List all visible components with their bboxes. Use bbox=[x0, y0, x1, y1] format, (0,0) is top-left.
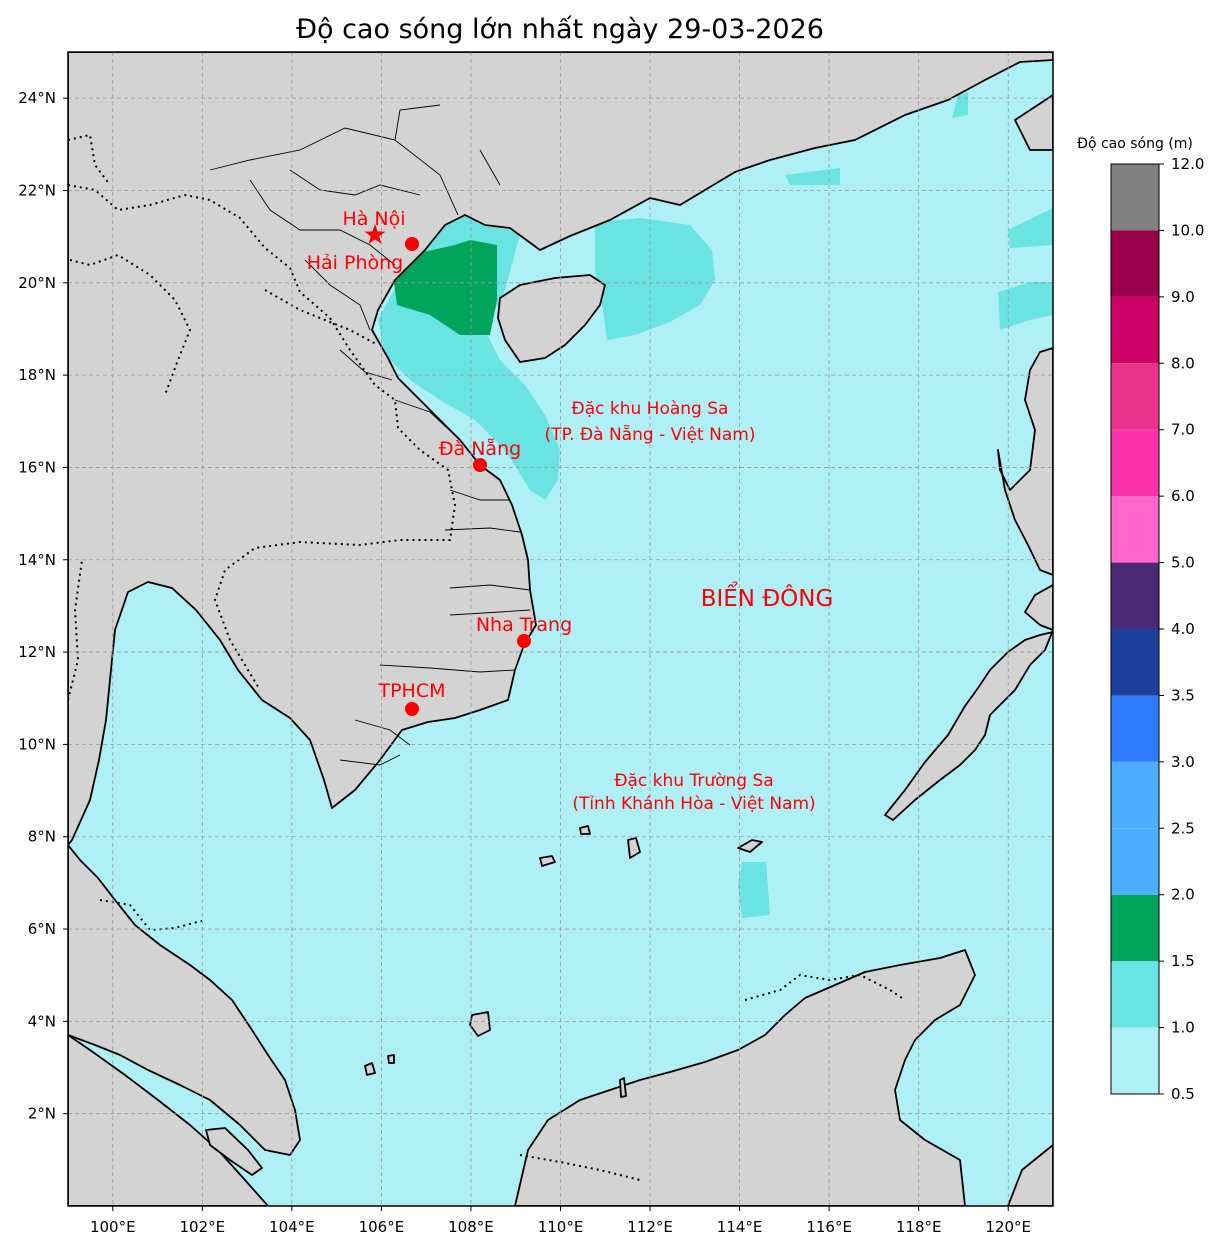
lon-tick-label: 110°E bbox=[538, 1218, 584, 1236]
lon-tick-label: 106°E bbox=[359, 1218, 405, 1236]
colorbar-tick-label: 1.0 bbox=[1171, 1019, 1195, 1037]
lon-tick-label: 116°E bbox=[806, 1218, 852, 1236]
colorbar-ticks: 0.5 1.0 1.5 2.0 2.5 3.0 3.5 4.0 5.0 6.0 7.0 8.0 9.0 1… bbox=[1159, 155, 1204, 1103]
lat-tick-label: 14°N bbox=[18, 551, 56, 569]
colorbar-tick-label: 3.0 bbox=[1171, 753, 1195, 771]
colorbar-tick-label: 0.5 bbox=[1171, 1085, 1195, 1103]
lat-tick-label: 10°N bbox=[18, 735, 56, 753]
capital-star-marker bbox=[364, 224, 386, 244]
lon-tick-label: 100°E bbox=[90, 1218, 136, 1236]
colorbar: Độ cao sóng (m) 0.5 1.0 1.5 2.0 2.5 3.0 3.5 4.0… bbox=[1077, 136, 1204, 1103]
colorbar-tick-label: 2.5 bbox=[1171, 819, 1195, 837]
colorbar-bin bbox=[1111, 296, 1159, 364]
colorbar-tick-label: 8.0 bbox=[1171, 354, 1195, 372]
national-borders bbox=[68, 133, 906, 1181]
lat-tick-label: 22°N bbox=[18, 181, 56, 199]
city-marker-da-nang bbox=[473, 458, 487, 472]
map-title: Độ cao sóng lớn nhất ngày 29-03-2026 bbox=[296, 14, 824, 45]
gridlines bbox=[68, 52, 1053, 1206]
colorbar-tick-label: 9.0 bbox=[1171, 288, 1195, 306]
lat-tick-label: 18°N bbox=[18, 366, 56, 384]
lon-tick-label: 118°E bbox=[896, 1218, 942, 1236]
city-label-tphcm: TPHCM bbox=[377, 680, 445, 702]
colorbar-tick-label: 2.0 bbox=[1171, 886, 1195, 904]
colorbar-bin bbox=[1111, 629, 1159, 696]
land-masses bbox=[68, 52, 1053, 1206]
colorbar-bin bbox=[1111, 961, 1159, 1028]
lat-tick-label: 16°N bbox=[18, 458, 56, 476]
lon-tick-label: 108°E bbox=[448, 1218, 494, 1236]
colorbar-bins bbox=[1111, 164, 1159, 1094]
region-truong-sa-line1: Đặc khu Trường Sa bbox=[614, 771, 773, 791]
longitude-tick-labels: 100°E 102°E 104°E 106°E 108°E 110°E 112°E 114°E… bbox=[90, 1206, 1031, 1236]
colorbar-tick-label: 10.0 bbox=[1171, 221, 1204, 239]
colorbar-tick-label: 6.0 bbox=[1171, 487, 1195, 505]
latitude-tick-labels: 2°N 4°N 6°N 8°N 10°N 12°N 14°N 16°N 18°N 20°N 22°N… bbox=[18, 89, 68, 1123]
province-boundaries bbox=[209, 104, 531, 766]
colorbar-bin bbox=[1111, 828, 1159, 895]
colorbar-bin bbox=[1111, 562, 1159, 629]
region-labels: Đặc khu Hoàng Sa (TP. Đà Nẵng - Việt Nam… bbox=[545, 399, 834, 814]
city-marker-tphcm bbox=[405, 702, 419, 716]
colorbar-bin bbox=[1111, 230, 1159, 297]
lat-tick-label: 24°N bbox=[18, 89, 56, 107]
colorbar-bin bbox=[1111, 164, 1159, 231]
city-marker-hai-phong bbox=[405, 237, 419, 251]
city-markers: Hà Nội Hải Phòng Đà Nẵng Nha Trang TPHCM bbox=[307, 208, 572, 716]
colorbar-tick-label: 1.5 bbox=[1171, 952, 1195, 970]
region-hoang-sa-line2: (TP. Đà Nẵng - Việt Nam) bbox=[545, 424, 756, 445]
city-marker-nha-trang bbox=[517, 634, 531, 648]
colorbar-bin bbox=[1111, 429, 1159, 497]
colorbar-title: Độ cao sóng (m) bbox=[1077, 136, 1193, 152]
region-truong-sa-line2: (Tỉnh Khánh Hòa - Việt Nam) bbox=[572, 794, 815, 814]
region-hoang-sa-line1: Đặc khu Hoàng Sa bbox=[572, 399, 729, 419]
lat-tick-label: 6°N bbox=[28, 920, 56, 938]
colorbar-tick-label: 4.0 bbox=[1171, 620, 1195, 638]
colorbar-bin bbox=[1111, 363, 1159, 430]
colorbar-bin bbox=[1111, 496, 1159, 563]
city-label-nha-trang: Nha Trang bbox=[476, 614, 572, 636]
city-label-ha-noi: Hà Nội bbox=[342, 208, 405, 230]
lon-tick-label: 120°E bbox=[985, 1218, 1031, 1236]
lat-tick-label: 2°N bbox=[28, 1105, 56, 1123]
lon-tick-label: 114°E bbox=[717, 1218, 763, 1236]
sea-label-bien-dong: BIỂN ĐÔNG bbox=[701, 582, 834, 612]
lat-tick-label: 20°N bbox=[18, 274, 56, 292]
lat-tick-label: 8°N bbox=[28, 828, 56, 846]
colorbar-bin bbox=[1111, 761, 1159, 829]
city-label-da-nang: Đà Nẵng bbox=[439, 437, 521, 460]
colorbar-tick-label: 3.5 bbox=[1171, 686, 1195, 704]
city-label-hai-phong: Hải Phòng bbox=[307, 252, 403, 274]
lat-tick-label: 4°N bbox=[28, 1012, 56, 1030]
lon-tick-label: 102°E bbox=[180, 1218, 226, 1236]
colorbar-bin bbox=[1111, 894, 1159, 962]
colorbar-bin bbox=[1111, 1027, 1159, 1094]
lon-tick-label: 104°E bbox=[269, 1218, 315, 1236]
colorbar-tick-label: 5.0 bbox=[1171, 554, 1195, 572]
lat-tick-label: 12°N bbox=[18, 643, 56, 661]
colorbar-tick-label: 12.0 bbox=[1171, 155, 1204, 173]
lon-tick-label: 112°E bbox=[627, 1218, 673, 1236]
colorbar-tick-label: 7.0 bbox=[1171, 421, 1195, 439]
colorbar-bin bbox=[1111, 695, 1159, 762]
